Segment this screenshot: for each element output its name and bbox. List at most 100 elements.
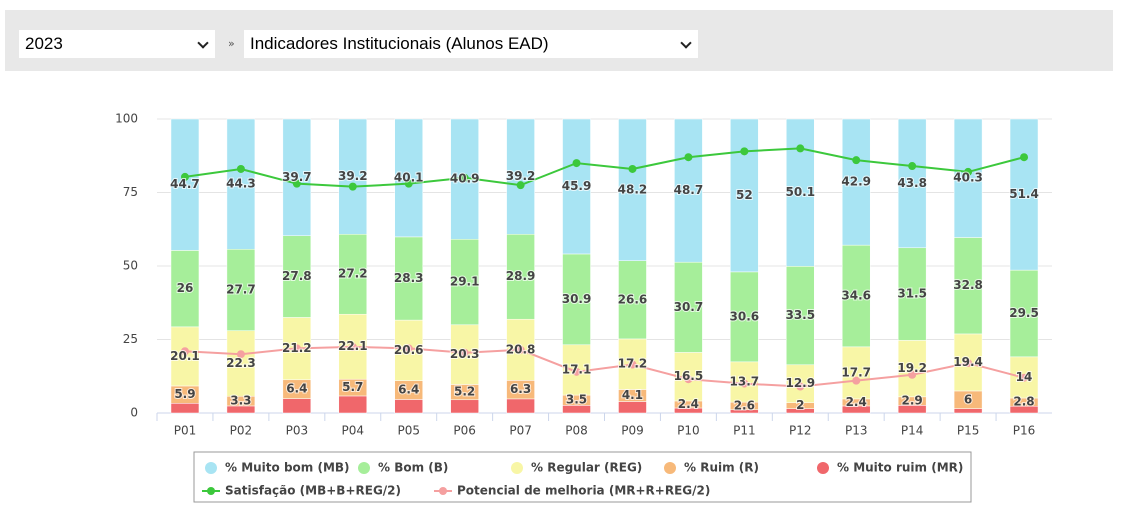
- data-label: 6.4: [286, 382, 307, 396]
- data-label: 20.8: [506, 342, 536, 356]
- data-label: 40.9: [450, 172, 480, 186]
- data-label: 2.4: [846, 395, 867, 409]
- data-label: 21.2: [282, 341, 312, 355]
- line-point: [572, 159, 581, 168]
- data-label: 44.7: [170, 177, 200, 191]
- data-label: 31.5: [897, 287, 927, 301]
- line-point: [964, 359, 973, 368]
- bar-segment: [450, 399, 479, 414]
- data-label: 42.9: [841, 175, 871, 189]
- year-select[interactable]: 2023: [19, 30, 215, 58]
- legend-label: % Regular (REG): [531, 461, 642, 475]
- legend-symbol: [439, 487, 447, 495]
- bar-segment: [897, 118, 927, 249]
- bar-segment: [338, 233, 368, 315]
- line-point: [516, 345, 525, 354]
- legend-label: Potencial de melhoria (MR+R+REG/2): [457, 484, 710, 498]
- data-label: 2.6: [734, 398, 755, 412]
- data-label: 27.7: [226, 282, 256, 296]
- x-tick-label: P15: [957, 424, 980, 438]
- line-point: [628, 164, 637, 173]
- data-label: 30.7: [674, 300, 704, 314]
- data-label: 52: [736, 188, 753, 202]
- bar-segment: [282, 398, 312, 414]
- data-label: 39.2: [338, 169, 368, 183]
- line-point: [684, 153, 693, 162]
- line-point: [852, 376, 861, 385]
- bar-segment: [618, 260, 647, 340]
- data-label: 3.5: [566, 393, 587, 407]
- x-tick-label: P06: [453, 424, 476, 438]
- data-label: 16.5: [674, 369, 704, 383]
- data-label: 50.1: [785, 185, 815, 199]
- line: [184, 147, 1025, 188]
- line-point: [460, 173, 469, 182]
- data-label: 28.3: [394, 271, 424, 285]
- line-point: [572, 367, 581, 376]
- bar-segment: [786, 266, 815, 366]
- bar-segment: [841, 118, 871, 246]
- line-point: [292, 179, 301, 188]
- data-label: 28.9: [506, 269, 536, 283]
- legend-label: % Muito bom (MB): [225, 461, 350, 475]
- data-label: 17.2: [618, 357, 648, 371]
- x-tick-label: P03: [286, 424, 309, 438]
- y-tick-label: 100: [115, 112, 138, 126]
- report-select[interactable]: Indicadores Institucionais (Alunos EAD): [244, 30, 698, 58]
- bar-segment: [450, 238, 479, 326]
- data-label: 6.3: [510, 382, 531, 396]
- x-tick-label: P11: [733, 424, 756, 438]
- data-label: 17.7: [841, 365, 871, 379]
- bar-segment: [394, 399, 423, 414]
- data-label: 32.8: [953, 278, 983, 292]
- line-point: [348, 182, 357, 191]
- data-label: 33.5: [785, 308, 815, 322]
- separator: »: [228, 37, 235, 50]
- data-label: 2: [796, 398, 804, 412]
- line-point: [348, 342, 357, 351]
- data-label: 12.9: [785, 376, 815, 390]
- y-tick-label: 0: [130, 406, 138, 420]
- line: [184, 345, 1025, 388]
- x-tick-label: P10: [677, 424, 700, 438]
- y-tick-label: 75: [123, 185, 138, 199]
- line-point: [460, 348, 469, 357]
- legend-symbol: [358, 462, 370, 474]
- x-tick-label: P07: [509, 424, 532, 438]
- data-label: 48.2: [618, 182, 648, 196]
- data-label: 2.9: [902, 394, 923, 408]
- bar-segment: [562, 118, 591, 255]
- x-tick-label: P12: [789, 424, 812, 438]
- line-point: [236, 164, 245, 173]
- legend-symbol: [205, 462, 217, 474]
- line-point: [628, 360, 637, 369]
- legend-label: % Ruim (R): [684, 461, 759, 475]
- legend-symbol: [511, 462, 523, 474]
- bar-segment: [730, 118, 759, 273]
- line-point: [404, 179, 413, 188]
- bar-segment: [841, 346, 871, 400]
- bar-segment: [953, 408, 983, 414]
- line-point: [1020, 373, 1029, 382]
- bar-segment: [618, 401, 647, 414]
- bar-segment: [1009, 118, 1039, 271]
- data-label: 30.9: [562, 292, 592, 306]
- bar-segment: [282, 235, 312, 318]
- bar-segment: [338, 118, 368, 235]
- bar-segment: [394, 118, 423, 238]
- line-point: [908, 162, 917, 171]
- data-label: 19.4: [953, 355, 983, 369]
- data-label: 5.2: [454, 385, 475, 399]
- line-point: [1020, 153, 1029, 162]
- bar-segment: [170, 326, 200, 387]
- line-point: [908, 370, 917, 379]
- data-label: 39.2: [506, 169, 536, 183]
- data-label: 34.6: [841, 288, 871, 302]
- bar-segment: [730, 271, 759, 363]
- data-label: 26.6: [618, 292, 648, 306]
- data-label: 39.7: [282, 170, 312, 184]
- bar-segment: [226, 118, 256, 250]
- year-value: 2023: [25, 34, 63, 53]
- legend-symbol: [207, 487, 215, 495]
